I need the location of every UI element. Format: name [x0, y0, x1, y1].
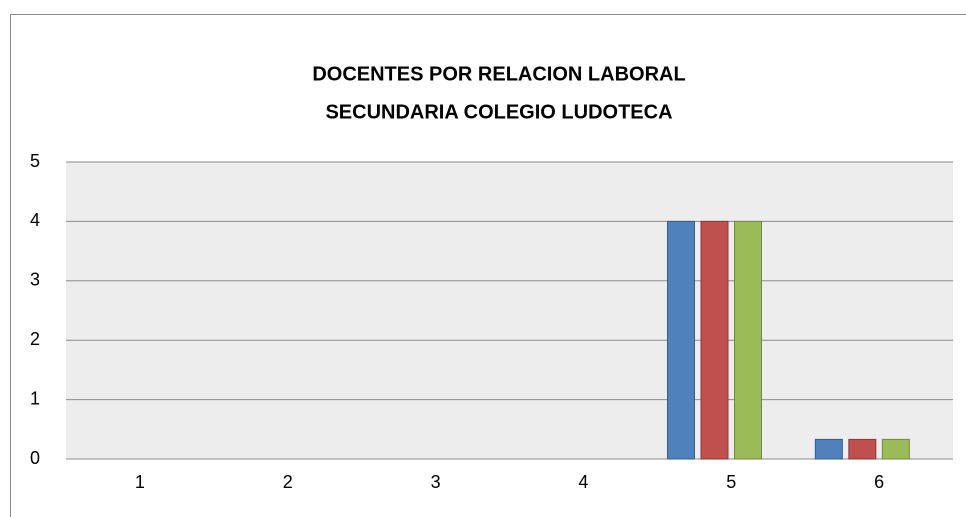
- x-tick-label: 3: [431, 472, 441, 492]
- bar: [848, 438, 877, 460]
- bar: [700, 220, 729, 460]
- y-tick-label: 5: [30, 151, 40, 171]
- x-tick-label: 1: [135, 472, 145, 492]
- bar: [814, 438, 843, 460]
- y-tick-label: 1: [30, 388, 40, 408]
- chart-title: DOCENTES POR RELACION LABORAL: [312, 63, 685, 85]
- x-tick-label: 2: [283, 472, 293, 492]
- x-tick-label: 4: [578, 472, 588, 492]
- bar: [881, 438, 910, 460]
- y-tick-label: 0: [30, 448, 40, 468]
- x-tick-label: 6: [874, 472, 884, 492]
- plot-area: [66, 162, 953, 459]
- y-tick-label: 2: [30, 329, 40, 349]
- y-tick-label: 3: [30, 270, 40, 290]
- bar: [734, 220, 762, 460]
- bar: [667, 220, 695, 460]
- chart-subtitle: SECUNDARIA COLEGIO LUDOTECA: [325, 101, 672, 123]
- x-tick-label: 5: [726, 472, 736, 492]
- y-tick-label: 4: [30, 210, 40, 230]
